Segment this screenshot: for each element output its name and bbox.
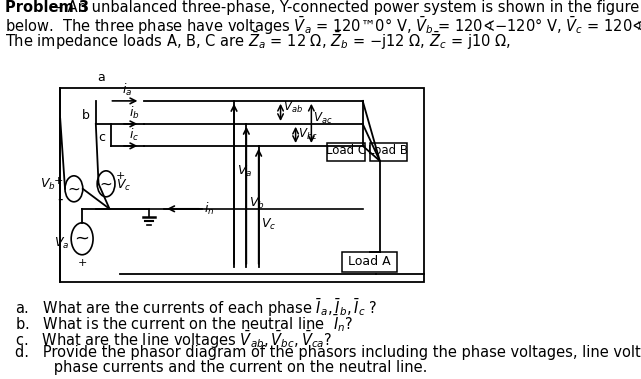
Text: c.   What are the line voltages $\bar{V}_{ab}, \bar{V}_{bc}, \bar{V}_{ca}$?: c. What are the line voltages $\bar{V}_{… bbox=[15, 329, 332, 351]
Text: The impedance loads A, B, C are $\bar{Z}_a$ = 12 Ω, $\bar{Z}_b$ = −j12 Ω, $\bar{: The impedance loads A, B, C are $\bar{Z}… bbox=[4, 30, 510, 52]
Text: b.   What is the current on the neutral line  $\bar{I}_n$?: b. What is the current on the neutral li… bbox=[15, 313, 353, 334]
Text: below.  The three phase have voltages $\bar{V}_a$ = 120™0° V, $\bar{V}_b$ = 120∢: below. The three phase have voltages $\b… bbox=[4, 15, 641, 37]
Text: ~: ~ bbox=[67, 181, 80, 196]
FancyBboxPatch shape bbox=[369, 143, 407, 161]
Text: Load C: Load C bbox=[326, 144, 365, 157]
Text: $V_a$: $V_a$ bbox=[237, 164, 252, 179]
Text: $V_c$: $V_c$ bbox=[116, 178, 131, 193]
Text: $V_{bc}$: $V_{bc}$ bbox=[297, 127, 317, 143]
Text: -: - bbox=[58, 191, 63, 206]
Text: Load B: Load B bbox=[368, 144, 408, 157]
Text: $V_c$: $V_c$ bbox=[262, 217, 277, 232]
Text: d.   Provide the phasor diagram of the phasors including the phase voltages, lin: d. Provide the phasor diagram of the pha… bbox=[15, 345, 641, 360]
Text: a: a bbox=[97, 71, 105, 84]
Text: $i_b$: $i_b$ bbox=[129, 105, 140, 121]
Text: a.   What are the currents of each phase $\bar{I}_a, \bar{I}_b, \bar{I}_c$ ?: a. What are the currents of each phase $… bbox=[15, 297, 378, 319]
Text: $V_b$: $V_b$ bbox=[249, 196, 265, 211]
Text: $V_a$: $V_a$ bbox=[54, 236, 70, 251]
Text: $i_c$: $i_c$ bbox=[129, 127, 140, 143]
FancyBboxPatch shape bbox=[342, 252, 397, 272]
Text: +: + bbox=[54, 176, 63, 186]
Text: ~: ~ bbox=[100, 176, 112, 191]
Text: – An unbalanced three-phase, Y-connected power system is shown in the figure: – An unbalanced three-phase, Y-connected… bbox=[51, 0, 640, 15]
Text: ~: ~ bbox=[74, 230, 90, 248]
Text: $i_n$: $i_n$ bbox=[204, 201, 214, 217]
Text: $V_{ac}$: $V_{ac}$ bbox=[313, 111, 333, 127]
Text: +: + bbox=[115, 171, 125, 181]
Text: +: + bbox=[78, 258, 87, 268]
Text: phase currents and the current on the neutral line.: phase currents and the current on the ne… bbox=[26, 360, 428, 375]
Text: $i_a$: $i_a$ bbox=[122, 82, 132, 98]
FancyBboxPatch shape bbox=[327, 143, 365, 161]
Text: $V_b$: $V_b$ bbox=[40, 177, 55, 193]
Text: Problem 3: Problem 3 bbox=[4, 0, 89, 15]
Text: Load A: Load A bbox=[348, 255, 391, 268]
Text: c: c bbox=[98, 131, 104, 144]
Text: b: b bbox=[81, 109, 90, 122]
Text: $V_{ab}$: $V_{ab}$ bbox=[283, 100, 303, 116]
